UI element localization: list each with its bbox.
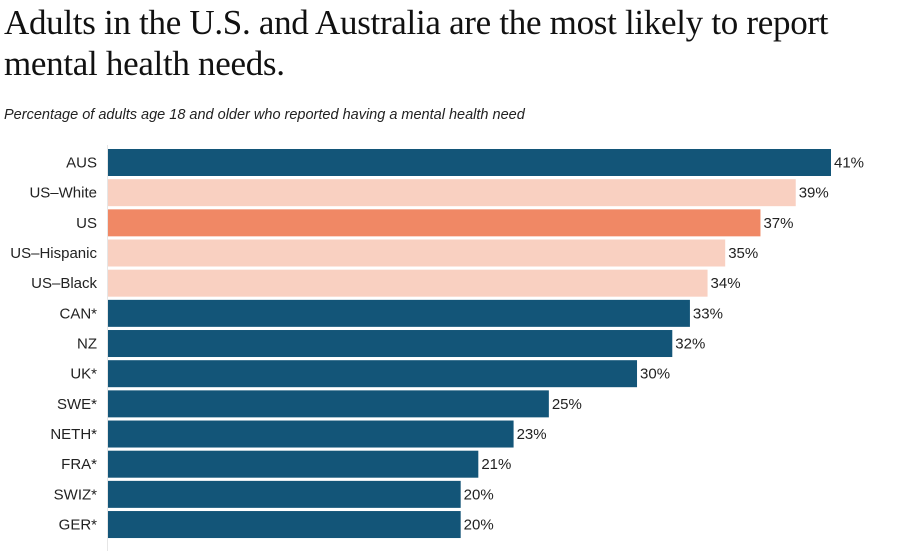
bar-us: [108, 209, 761, 237]
chart-subtitle: Percentage of adults age 18 and older wh…: [4, 107, 525, 123]
data-label: 35%: [728, 245, 758, 262]
data-label: 37%: [763, 215, 793, 232]
bar-uk-: [108, 360, 638, 388]
category-label: US–White: [29, 185, 97, 202]
data-label: 41%: [834, 155, 864, 172]
bar-us-black: [108, 269, 708, 297]
bar-neth-: [108, 420, 514, 448]
data-label: 23%: [517, 426, 547, 443]
data-label: 34%: [711, 275, 741, 292]
data-label: 33%: [693, 305, 723, 322]
category-label: UK*: [70, 366, 97, 383]
bar-us-white: [108, 179, 796, 207]
category-label: AUS: [66, 155, 97, 172]
bar-nz: [108, 330, 673, 358]
bar-can-: [108, 299, 690, 327]
data-label: 20%: [464, 486, 494, 503]
category-label: SWIZ*: [54, 486, 97, 503]
data-label: 30%: [640, 366, 670, 383]
data-label: 39%: [799, 185, 829, 202]
category-label: NETH*: [50, 426, 97, 443]
category-label: US–Hispanic: [10, 245, 97, 262]
bar-fra-: [108, 450, 479, 478]
bar-us-hispanic: [108, 239, 726, 267]
category-label: SWE*: [57, 396, 97, 413]
category-label: GER*: [59, 517, 98, 534]
chart-title: Adults in the U.S. and Australia are the…: [4, 3, 829, 83]
bar-aus: [108, 149, 831, 176]
category-label: CAN*: [59, 305, 97, 322]
bar-swiz-: [108, 480, 461, 508]
data-label: 20%: [464, 517, 494, 534]
data-label: 21%: [481, 456, 511, 473]
category-label: US–Black: [31, 275, 97, 292]
category-label: US: [76, 215, 97, 232]
data-label: 25%: [552, 396, 582, 413]
category-label: FRA*: [61, 456, 97, 473]
bar-swe-: [108, 390, 549, 418]
category-label: NZ: [77, 336, 97, 353]
bar-ger-: [108, 511, 461, 539]
data-label: 32%: [675, 336, 705, 353]
